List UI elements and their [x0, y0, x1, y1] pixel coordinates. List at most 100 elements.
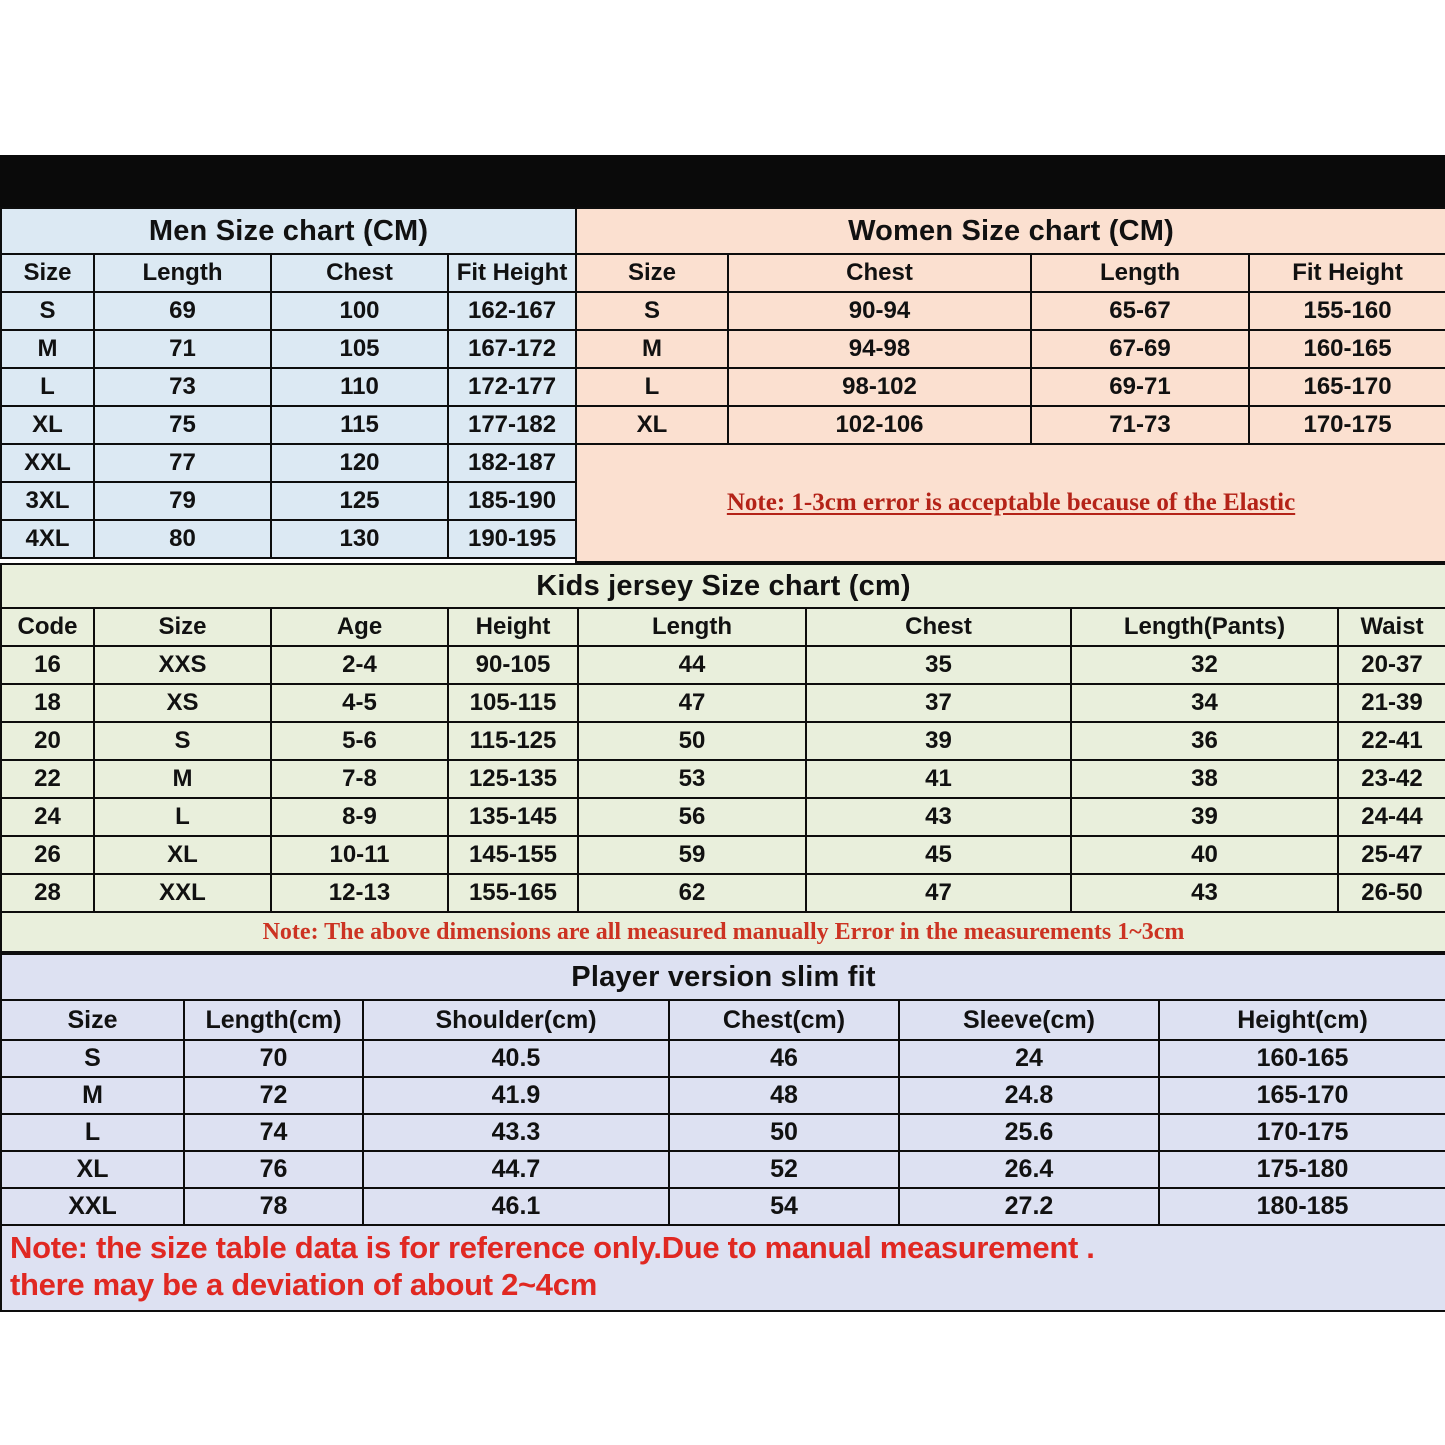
player-column-header-5: Height(cm) [1158, 999, 1445, 1041]
kids-cell-r5-c4: 59 [577, 835, 807, 875]
kids-cell-r5-c7: 25-47 [1337, 835, 1445, 875]
kids-cell-r6-c5: 47 [805, 873, 1072, 913]
kids-data-row: 18 XS 4-5 105-115 47 37 34 21-39 [0, 683, 1445, 723]
player-cell-r2-c3: 50 [668, 1113, 900, 1152]
men-column-header-1: Length [93, 253, 272, 293]
men-data-row: M 71 105 167-172 [0, 329, 578, 369]
kids-cell-r2-c1: S [93, 721, 272, 761]
player-column-header-4: Sleeve(cm) [898, 999, 1160, 1041]
player-cell-r2-c5: 170-175 [1158, 1113, 1445, 1152]
kids-cell-r5-c5: 45 [805, 835, 1072, 875]
player-data-row: L 74 43.3 50 25.6 170-175 [0, 1113, 1445, 1152]
player-cell-r2-c1: 74 [183, 1113, 364, 1152]
kids-cell-r0-c0: 16 [0, 645, 95, 685]
women-cell-r1-c2: 67-69 [1030, 329, 1250, 369]
women-size-chart-block: Women Size chart (CM) Size Chest Length Fit … [574, 207, 1445, 563]
player-header-row: Size Length(cm) Shoulder(cm) Chest(cm) Sleev… [0, 999, 1445, 1041]
kids-data-row: 20 S 5-6 115-125 50 39 36 22-41 [0, 721, 1445, 761]
women-cell-r1-c1: 94-98 [727, 329, 1032, 369]
women-column-header-2: Length [1030, 253, 1250, 293]
kids-cell-r4-c5: 43 [805, 797, 1072, 837]
player-cell-r1-c1: 72 [183, 1076, 364, 1115]
kids-cell-r0-c2: 2-4 [270, 645, 449, 685]
men-data-row: L 73 110 172-177 [0, 367, 578, 407]
player-cell-r0-c3: 46 [668, 1039, 900, 1078]
kids-cell-r6-c1: XXL [93, 873, 272, 913]
player-cell-r4-c1: 78 [183, 1187, 364, 1226]
women-title-row: Women Size chart (CM) [574, 207, 1445, 255]
player-cell-r2-c2: 43.3 [362, 1113, 670, 1152]
men-cell-r5-c1: 79 [93, 481, 272, 521]
kids-column-header-0: Code [0, 607, 95, 647]
kids-cell-r6-c0: 28 [0, 873, 95, 913]
kids-cell-r4-c2: 8-9 [270, 797, 449, 837]
kids-cell-r3-c2: 7-8 [270, 759, 449, 799]
men-cell-r3-c2: 115 [270, 405, 449, 445]
kids-cell-r0-c7: 20-37 [1337, 645, 1445, 685]
kids-cell-r6-c7: 26-50 [1337, 873, 1445, 913]
player-data-row: XXL 78 46.1 54 27.2 180-185 [0, 1187, 1445, 1226]
player-cell-r4-c3: 54 [668, 1187, 900, 1226]
kids-cell-r1-c2: 4-5 [270, 683, 449, 723]
men-column-header-2: Chest [270, 253, 449, 293]
men-cell-r5-c2: 125 [270, 481, 449, 521]
kids-column-header-2: Age [270, 607, 449, 647]
men-data-row: XXL 77 120 182-187 [0, 443, 578, 483]
women-note-row: Note: 1-3cm error is acceptable because … [574, 443, 1445, 563]
kids-cell-r6-c2: 12-13 [270, 873, 449, 913]
kids-cell-r3-c7: 23-42 [1337, 759, 1445, 799]
kids-cell-r4-c4: 56 [577, 797, 807, 837]
player-version-block: Player version slim fit Size Length(cm) Sho… [0, 953, 1445, 1312]
player-cell-r1-c4: 24.8 [898, 1076, 1160, 1115]
kids-cell-r1-c4: 47 [577, 683, 807, 723]
men-cell-r1-c3: 167-172 [446, 329, 578, 369]
women-cell-r0-c3: 155-160 [1247, 291, 1445, 331]
men-cell-r0-c3: 162-167 [446, 291, 578, 331]
player-version-table: Player version slim fit Size Length(cm) Sho… [0, 953, 1445, 1312]
kids-cell-r1-c7: 21-39 [1337, 683, 1445, 723]
women-column-header-0: Size [575, 253, 729, 293]
kids-cell-r4-c1: L [93, 797, 272, 837]
kids-cell-r6-c4: 62 [577, 873, 807, 913]
player-cell-r3-c3: 52 [668, 1150, 900, 1189]
player-note-cell: Note: the size table data is for referen… [0, 1224, 1445, 1312]
men-cell-r0-c0: S [0, 291, 95, 331]
letterbox-top [0, 155, 1445, 207]
men-title-row: Men Size chart (CM) [0, 207, 578, 255]
player-cell-r0-c5: 160-165 [1158, 1039, 1445, 1078]
men-cell-r4-c2: 120 [270, 443, 449, 483]
player-cell-r4-c4: 27.2 [898, 1187, 1160, 1226]
men-data-row: 3XL 79 125 185-190 [0, 481, 578, 521]
player-column-header-3: Chest(cm) [668, 999, 900, 1041]
men-cell-r1-c1: 71 [93, 329, 272, 369]
kids-cell-r0-c1: XXS [93, 645, 272, 685]
player-cell-r2-c4: 25.6 [898, 1113, 1160, 1152]
kids-header-row: Code Size Age Height Length Chest Length(Pants… [0, 607, 1445, 647]
men-cell-r0-c1: 69 [93, 291, 272, 331]
women-data-row: L 98-102 69-71 165-170 [575, 367, 1445, 407]
men-cell-r0-c2: 100 [270, 291, 449, 331]
kids-data-row: 28 XXL 12-13 155-165 62 47 43 26-50 [0, 873, 1445, 913]
player-note-row: Note: the size table data is for referen… [0, 1224, 1445, 1312]
player-cell-r4-c2: 46.1 [362, 1187, 670, 1226]
women-cell-r1-c0: M [575, 329, 729, 369]
men-cell-r1-c0: M [0, 329, 95, 369]
men-data-row: 4XL 80 130 190-195 [0, 519, 578, 559]
kids-cell-r0-c6: 32 [1070, 645, 1339, 685]
kids-cell-r2-c6: 36 [1070, 721, 1339, 761]
men-cell-r3-c1: 75 [93, 405, 272, 445]
men-cell-r4-c1: 77 [93, 443, 272, 483]
kids-cell-r0-c4: 44 [577, 645, 807, 685]
men-cell-r1-c2: 105 [270, 329, 449, 369]
player-data-row: M 72 41.9 48 24.8 165-170 [0, 1076, 1445, 1115]
men-data-row: XL 75 115 177-182 [0, 405, 578, 445]
kids-cell-r4-c6: 39 [1070, 797, 1339, 837]
kids-column-header-5: Chest [805, 607, 1072, 647]
kids-cell-r4-c3: 135-145 [447, 797, 579, 837]
kids-cell-r2-c0: 20 [0, 721, 95, 761]
men-column-header-3: Fit Height [446, 253, 578, 293]
women-cell-r3-c3: 170-175 [1247, 405, 1445, 445]
women-data-row: M 94-98 67-69 160-165 [575, 329, 1445, 369]
player-reference-note-line-2: there may be a deviation of about 2~4cm [10, 1267, 597, 1302]
kids-cell-r1-c6: 34 [1070, 683, 1339, 723]
